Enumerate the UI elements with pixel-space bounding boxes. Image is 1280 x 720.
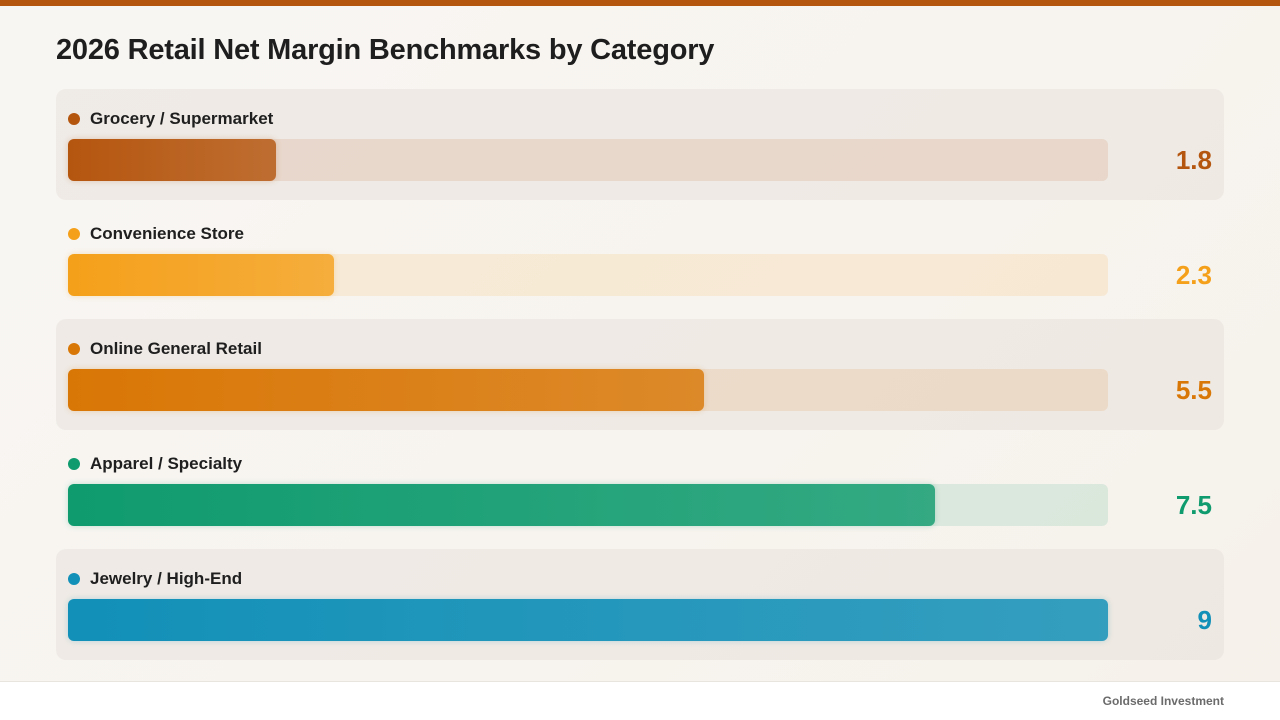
category-label: Apparel / Specialty: [90, 454, 243, 473]
bar-track: [68, 139, 1108, 181]
top-accent-bar: [0, 0, 1280, 6]
bar: [68, 139, 276, 181]
bar-track: [68, 599, 1108, 641]
bar: [68, 254, 334, 296]
bar: [68, 484, 935, 526]
category-label: Jewelry / High-End: [90, 569, 243, 588]
bar-label: Online General Retail: [68, 339, 262, 359]
data-label: 5.5: [1175, 375, 1212, 405]
data-label: 1.8: [1175, 145, 1212, 175]
bar-track: [68, 484, 1108, 526]
bar-track: [68, 254, 1108, 296]
bar-label: Jewelry / High-End: [68, 569, 242, 589]
bar-row: Apparel / Specialty 7.5: [56, 434, 1224, 545]
bar-row: Online General Retail 5.5: [56, 319, 1224, 430]
brand-name: Goldseed Investment: [1102, 694, 1224, 708]
bar-row: Grocery / Supermarket 1.8: [56, 89, 1224, 200]
legend-dot-icon: [68, 343, 80, 355]
bar-label: Convenience Store: [68, 224, 244, 244]
footer: Goldseed Investment: [0, 681, 1280, 720]
category-label: Online General Retail: [90, 339, 262, 358]
category-label: Convenience Store: [90, 224, 244, 243]
chart-title: 2026 Retail Net Margin Benchmarks by Cat…: [56, 34, 715, 66]
data-label: 9: [1197, 605, 1212, 635]
data-label: 7.5: [1175, 490, 1212, 520]
bar: [68, 369, 704, 411]
legend-dot-icon: [68, 113, 80, 125]
bar-row: Jewelry / High-End 9: [56, 549, 1224, 660]
legend-dot-icon: [68, 573, 80, 585]
bar-track: [68, 369, 1108, 411]
data-label: 2.3: [1175, 260, 1212, 290]
bar-row: Convenience Store 2.3: [56, 204, 1224, 315]
bar: [68, 599, 1108, 641]
bar-label: Apparel / Specialty: [68, 454, 242, 474]
legend-dot-icon: [68, 228, 80, 240]
legend-dot-icon: [68, 458, 80, 470]
bar-label: Grocery / Supermarket: [68, 109, 273, 129]
category-label: Grocery / Supermarket: [90, 109, 274, 128]
